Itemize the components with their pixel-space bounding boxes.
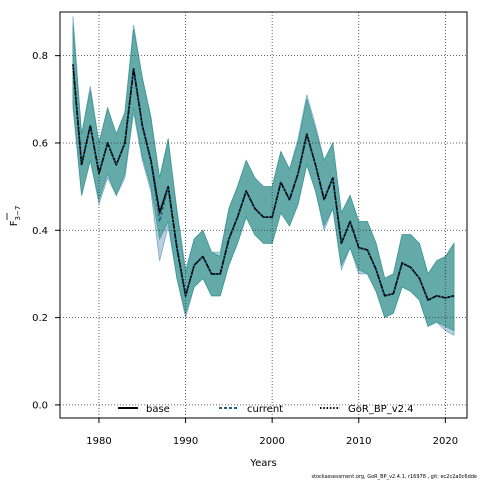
band-gor-bp-v2-4 <box>72 25 455 332</box>
y-tick-label: 0.8 <box>32 51 48 62</box>
y-tick-label: 0.4 <box>32 226 48 237</box>
y-axis-title-main: F <box>9 220 20 226</box>
series-lines <box>72 64 455 301</box>
y-tick-label: 0.0 <box>32 400 48 411</box>
svg-text:F3−7: F3−7 <box>9 206 22 227</box>
x-tick-label: 1980 <box>86 436 111 447</box>
x-tick-label: 2020 <box>433 436 458 447</box>
legend-label: current <box>247 404 283 415</box>
y-tick-label: 0.2 <box>32 313 48 324</box>
x-tick-label: 2000 <box>259 436 284 447</box>
x-axis: 1980 1990 2000 2010 2020 <box>86 418 458 447</box>
footnote: stockassessment.org, GoR_BP_v2.4.1, r169… <box>311 474 477 480</box>
plot-frame <box>59 11 468 419</box>
x-tick-label: 2010 <box>346 436 371 447</box>
y-axis-title: F3−7 <box>6 206 22 227</box>
y-axis-title-subscript: 3−7 <box>14 206 22 221</box>
legend: base current GoR_BP_v2.4 <box>118 404 414 415</box>
legend-label: base <box>146 404 170 415</box>
y-axis: 0.0 0.2 0.4 0.6 0.8 <box>32 51 60 411</box>
y-tick-label: 0.6 <box>32 138 48 149</box>
legend-label: GoR_BP_v2.4 <box>348 404 414 415</box>
series-line-gor-bp-v2-4 <box>72 64 455 301</box>
x-tick-label: 1990 <box>173 436 198 447</box>
gridlines <box>60 12 467 418</box>
confidence-bands <box>72 16 455 336</box>
x-axis-title: Years <box>249 458 276 469</box>
